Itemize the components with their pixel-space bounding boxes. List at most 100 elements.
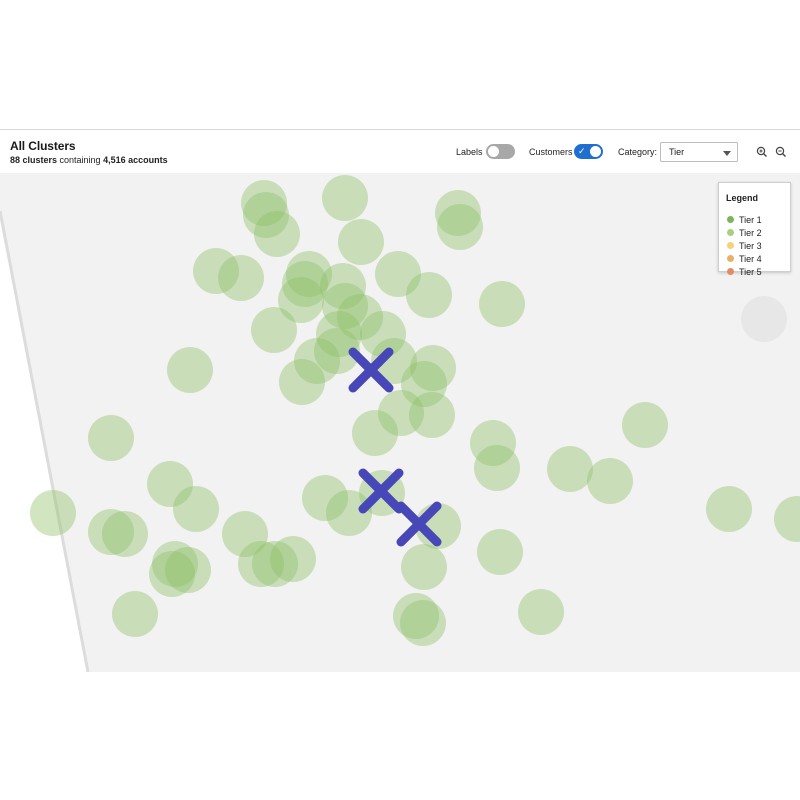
category-select[interactable]: Tier bbox=[660, 142, 738, 162]
cluster-bubble[interactable] bbox=[167, 347, 213, 393]
cluster-bubble[interactable] bbox=[314, 328, 360, 374]
cluster-bubble[interactable] bbox=[378, 390, 424, 436]
cluster-bubble[interactable] bbox=[375, 251, 421, 297]
cluster-bubble[interactable] bbox=[294, 338, 340, 384]
customer-marker-icon bbox=[348, 347, 394, 393]
cluster-bubble[interactable] bbox=[30, 490, 76, 536]
cluster-bubble[interactable] bbox=[479, 281, 525, 327]
cluster-bubble[interactable] bbox=[165, 547, 211, 593]
legend-item: Tier 5 bbox=[727, 267, 762, 279]
legend-swatch bbox=[727, 229, 734, 237]
cluster-bubble[interactable] bbox=[338, 219, 384, 265]
legend: Legend Tier 1 Tier 2 Tier 3 Tier 4 Tier … bbox=[718, 182, 791, 277]
legend-swatch bbox=[727, 255, 734, 263]
cluster-bubble[interactable] bbox=[243, 192, 289, 238]
cluster-bubble[interactable] bbox=[251, 307, 297, 353]
labels-toggle[interactable] bbox=[486, 144, 515, 159]
legend-item-label: Tier 5 bbox=[739, 267, 762, 277]
cluster-bubble[interactable] bbox=[587, 458, 633, 504]
cluster-bubble[interactable] bbox=[437, 204, 483, 250]
cluster-bubble[interactable] bbox=[322, 175, 368, 221]
labels-toggle-label: Labels bbox=[456, 147, 483, 157]
cluster-bubble[interactable] bbox=[400, 600, 446, 646]
cluster-bubble[interactable] bbox=[241, 180, 287, 226]
chevron-down-icon bbox=[723, 151, 731, 156]
cluster-bubble[interactable] bbox=[270, 536, 316, 582]
cluster-bubble[interactable] bbox=[102, 511, 148, 557]
cluster-bubble[interactable] bbox=[88, 415, 134, 461]
cluster-bubble[interactable] bbox=[741, 296, 787, 342]
account-count: 4,516 accounts bbox=[103, 155, 168, 165]
cluster-bubble[interactable] bbox=[252, 541, 298, 587]
cluster-bubble[interactable] bbox=[474, 445, 520, 491]
cluster-bubble[interactable] bbox=[352, 410, 398, 456]
legend-item-label: Tier 4 bbox=[739, 254, 762, 264]
page-title: All Clusters bbox=[10, 139, 76, 153]
legend-item-label: Tier 2 bbox=[739, 228, 762, 238]
cluster-bubble[interactable] bbox=[88, 509, 134, 555]
cluster-bubble[interactable] bbox=[254, 211, 300, 257]
legend-item-label: Tier 1 bbox=[739, 215, 762, 225]
cluster-bubble[interactable] bbox=[371, 338, 417, 384]
checkmark-icon: ✓ bbox=[578, 146, 586, 156]
cluster-bubble[interactable] bbox=[409, 392, 455, 438]
cluster-view: All Clusters 88 clusters containing 4,51… bbox=[0, 129, 800, 672]
category-label: Category: bbox=[618, 147, 658, 157]
toggle-knob bbox=[488, 146, 499, 157]
cluster-bubble[interactable] bbox=[286, 251, 332, 297]
cluster-bubble[interactable] bbox=[147, 461, 193, 507]
toggle-knob bbox=[590, 146, 601, 157]
legend-title: Legend bbox=[726, 193, 759, 203]
cluster-bubble[interactable] bbox=[622, 402, 668, 448]
cluster-bubble[interactable] bbox=[401, 544, 447, 590]
cluster-bubble[interactable] bbox=[477, 529, 523, 575]
zoom-in-icon[interactable] bbox=[755, 145, 769, 159]
cluster-bubble[interactable] bbox=[410, 345, 456, 391]
cluster-bubble[interactable] bbox=[173, 486, 219, 532]
legend-item: Tier 1 bbox=[727, 215, 762, 227]
cluster-bubble[interactable] bbox=[547, 446, 593, 492]
header-bar: All Clusters 88 clusters containing 4,51… bbox=[0, 130, 800, 173]
cluster-map-svg[interactable] bbox=[0, 173, 800, 672]
cluster-bubble[interactable] bbox=[218, 255, 264, 301]
cluster-bubble[interactable] bbox=[282, 261, 328, 307]
cluster-bubble[interactable] bbox=[112, 591, 158, 637]
legend-swatch bbox=[727, 268, 734, 276]
cluster-bubble[interactable] bbox=[238, 541, 284, 587]
cluster-bubble[interactable] bbox=[326, 490, 372, 536]
cluster-bubble[interactable] bbox=[406, 272, 452, 318]
map-plane bbox=[0, 173, 800, 672]
cluster-bubble[interactable] bbox=[401, 361, 447, 407]
cluster-bubble[interactable] bbox=[393, 593, 439, 639]
category-select-value: Tier bbox=[669, 147, 685, 157]
customer-marker-icon bbox=[396, 501, 442, 547]
cluster-bubble[interactable] bbox=[316, 311, 362, 357]
cluster-bubble[interactable] bbox=[337, 294, 383, 340]
cluster-bubble[interactable] bbox=[320, 263, 366, 309]
cluster-bubble[interactable] bbox=[774, 496, 800, 542]
cluster-bubble[interactable] bbox=[279, 359, 325, 405]
cluster-bubble[interactable] bbox=[193, 248, 239, 294]
customers-toggle[interactable]: ✓ bbox=[574, 144, 603, 159]
cluster-bubble[interactable] bbox=[435, 190, 481, 236]
map-plane-edge bbox=[0, 210, 90, 672]
cluster-bubble[interactable] bbox=[222, 511, 268, 557]
cluster-bubble[interactable] bbox=[470, 420, 516, 466]
cluster-bubble[interactable] bbox=[278, 277, 324, 323]
customer-markers-layer bbox=[348, 347, 442, 547]
cluster-bubble[interactable] bbox=[302, 475, 348, 521]
cluster-bubble[interactable] bbox=[518, 589, 564, 635]
clusters-layer[interactable] bbox=[30, 173, 800, 646]
legend-item-label: Tier 3 bbox=[739, 241, 762, 251]
cluster-bubble[interactable] bbox=[360, 311, 406, 357]
zoom-out-icon[interactable] bbox=[774, 145, 788, 159]
cluster-map[interactable]: Legend Tier 1 Tier 2 Tier 3 Tier 4 Tier … bbox=[0, 173, 800, 672]
cluster-bubble[interactable] bbox=[322, 283, 368, 329]
cluster-bubble[interactable] bbox=[149, 551, 195, 597]
customer-marker-icon bbox=[358, 468, 404, 514]
cluster-bubble[interactable] bbox=[152, 541, 198, 587]
legend-swatch bbox=[727, 216, 734, 224]
cluster-summary: 88 clusters containing 4,516 accounts bbox=[10, 155, 168, 165]
legend-item: Tier 2 bbox=[727, 228, 762, 240]
cluster-bubble[interactable] bbox=[706, 486, 752, 532]
